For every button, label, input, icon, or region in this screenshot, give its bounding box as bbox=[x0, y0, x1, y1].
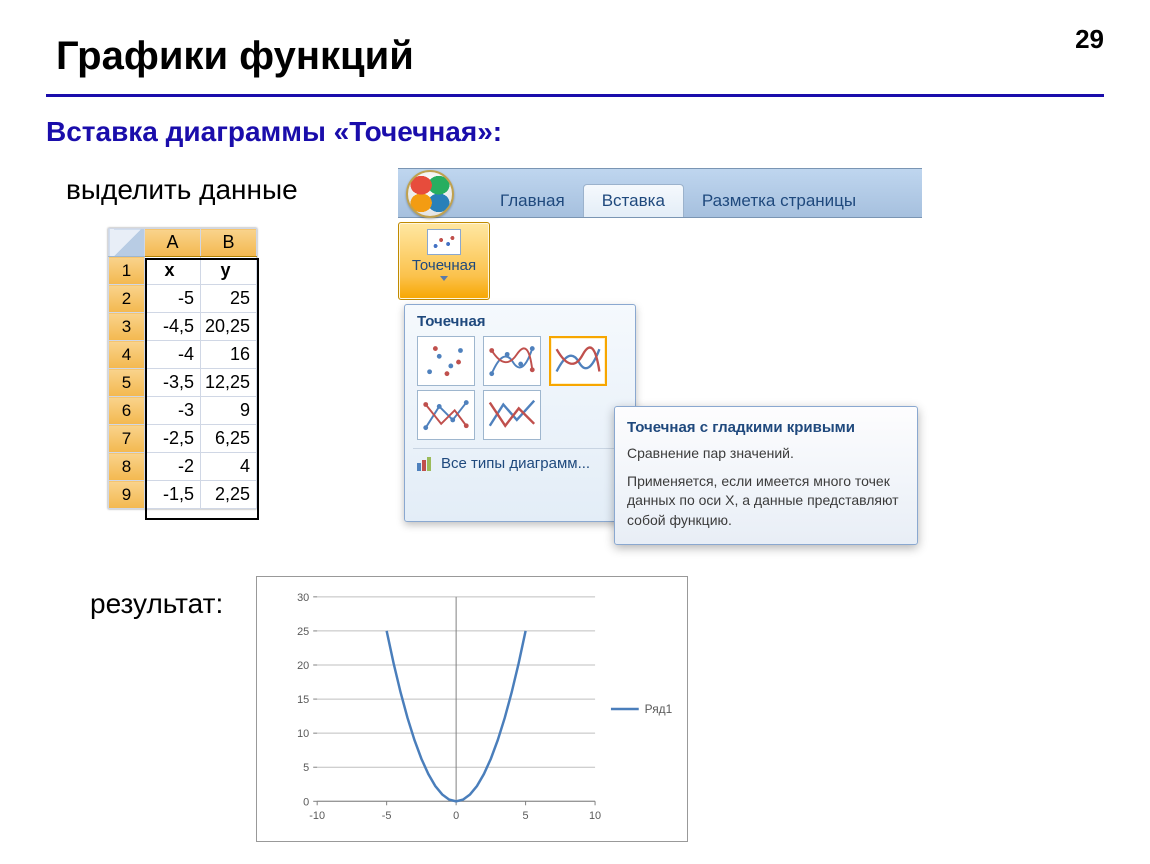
cell-a6[interactable]: -3 bbox=[145, 397, 201, 425]
row-header-5[interactable]: 5 bbox=[109, 369, 145, 397]
cell-a4[interactable]: -4 bbox=[145, 341, 201, 369]
tab-page-layout[interactable]: Разметка страницы bbox=[684, 185, 874, 217]
scatter-chart-button[interactable]: Точечная bbox=[398, 222, 490, 300]
cell-a5[interactable]: -3,5 bbox=[145, 369, 201, 397]
svg-text:30: 30 bbox=[297, 592, 309, 604]
row-header-7[interactable]: 7 bbox=[109, 425, 145, 453]
chart-type-tooltip: Точечная с гладкими кривыми Сравнение па… bbox=[614, 406, 918, 545]
svg-text:15: 15 bbox=[297, 694, 309, 706]
tooltip-text-1: Сравнение пар значений. bbox=[627, 444, 905, 464]
cell-a1[interactable]: x bbox=[145, 257, 201, 285]
svg-text:5: 5 bbox=[523, 810, 529, 822]
select-all-cell[interactable] bbox=[109, 229, 145, 257]
result-label: результат: bbox=[90, 588, 223, 620]
all-chart-types-link[interactable]: Все типы диаграмм... bbox=[413, 455, 627, 472]
thumb-scatter-straight[interactable] bbox=[483, 390, 541, 440]
row-header-3[interactable]: 3 bbox=[109, 313, 145, 341]
scatter-icon bbox=[427, 229, 461, 255]
cell-b9[interactable]: 2,25 bbox=[201, 481, 257, 509]
svg-text:Ряд1: Ряд1 bbox=[645, 702, 673, 716]
cell-a3[interactable]: -4,5 bbox=[145, 313, 201, 341]
ribbon-tabs: Главная Вставка Разметка страницы bbox=[462, 169, 874, 217]
cell-b4[interactable]: 16 bbox=[201, 341, 257, 369]
all-chart-types-label: Все типы диаграмм... bbox=[441, 455, 590, 472]
cell-a7[interactable]: -2,5 bbox=[145, 425, 201, 453]
col-header-b[interactable]: B bbox=[201, 229, 257, 257]
svg-text:10: 10 bbox=[589, 810, 601, 822]
cell-a8[interactable]: -2 bbox=[145, 453, 201, 481]
svg-text:-10: -10 bbox=[309, 810, 325, 822]
row-header-6[interactable]: 6 bbox=[109, 397, 145, 425]
excel-data-table: A B 1 x y 2-525 3-4,520,25 4-416 5-3,512… bbox=[108, 228, 257, 509]
cell-b8[interactable]: 4 bbox=[201, 453, 257, 481]
tooltip-text-2: Применяется, если имеется много точек да… bbox=[627, 472, 905, 531]
result-chart: 0 5 10 15 20 25 30 -10 -5 0 5 10 Ряд1 bbox=[256, 576, 688, 842]
subtitle: Вставка диаграммы «Точечная»: bbox=[46, 116, 502, 148]
scatter-gallery: Точечная Все типы диаграмм... bbox=[404, 304, 636, 522]
col-header-a[interactable]: A bbox=[145, 229, 201, 257]
cell-a2[interactable]: -5 bbox=[145, 285, 201, 313]
cell-a9[interactable]: -1,5 bbox=[145, 481, 201, 509]
thumb-scatter-markers[interactable] bbox=[417, 336, 475, 386]
svg-text:-5: -5 bbox=[382, 810, 392, 822]
gallery-title: Точечная bbox=[417, 313, 627, 330]
tab-home[interactable]: Главная bbox=[482, 185, 583, 217]
office-button[interactable] bbox=[406, 170, 454, 218]
dropdown-caret-icon bbox=[440, 276, 448, 281]
svg-text:10: 10 bbox=[297, 728, 309, 740]
svg-text:20: 20 bbox=[297, 660, 309, 672]
ribbon: Главная Вставка Разметка страницы bbox=[398, 168, 922, 218]
svg-text:25: 25 bbox=[297, 626, 309, 638]
step-select-data-label: выделить данные bbox=[66, 174, 298, 206]
row-header-2[interactable]: 2 bbox=[109, 285, 145, 313]
cell-b6[interactable]: 9 bbox=[201, 397, 257, 425]
svg-text:5: 5 bbox=[303, 762, 309, 774]
scatter-button-label: Точечная bbox=[412, 257, 476, 274]
cell-b3[interactable]: 20,25 bbox=[201, 313, 257, 341]
cell-b7[interactable]: 6,25 bbox=[201, 425, 257, 453]
row-header-9[interactable]: 9 bbox=[109, 481, 145, 509]
cell-b1[interactable]: y bbox=[201, 257, 257, 285]
tab-insert[interactable]: Вставка bbox=[583, 184, 684, 217]
thumb-scatter-straight-markers[interactable] bbox=[417, 390, 475, 440]
title-underline bbox=[46, 94, 1104, 97]
row-header-4[interactable]: 4 bbox=[109, 341, 145, 369]
gallery-separator bbox=[413, 448, 627, 449]
thumb-scatter-smooth[interactable] bbox=[549, 336, 607, 386]
row-header-8[interactable]: 8 bbox=[109, 453, 145, 481]
page-number: 29 bbox=[1075, 24, 1104, 55]
bar-chart-icon bbox=[417, 457, 435, 471]
svg-text:0: 0 bbox=[303, 796, 309, 808]
row-header-1[interactable]: 1 bbox=[109, 257, 145, 285]
thumb-scatter-smooth-markers[interactable] bbox=[483, 336, 541, 386]
slide-title: Графики функций bbox=[56, 34, 414, 79]
tooltip-title: Точечная с гладкими кривыми bbox=[627, 417, 905, 438]
cell-b5[interactable]: 12,25 bbox=[201, 369, 257, 397]
cell-b2[interactable]: 25 bbox=[201, 285, 257, 313]
svg-text:0: 0 bbox=[453, 810, 459, 822]
